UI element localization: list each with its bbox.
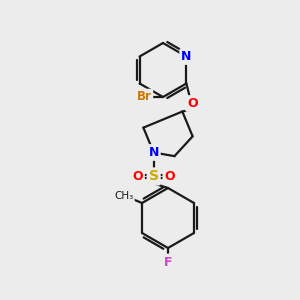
Text: S: S [149, 169, 159, 184]
Text: CH₃: CH₃ [114, 191, 134, 201]
Text: Br: Br [136, 91, 152, 103]
Text: O: O [164, 170, 175, 183]
Text: N: N [181, 50, 192, 63]
Text: O: O [187, 97, 198, 110]
Text: F: F [164, 256, 172, 268]
Text: N: N [148, 146, 159, 159]
Text: O: O [132, 170, 143, 183]
